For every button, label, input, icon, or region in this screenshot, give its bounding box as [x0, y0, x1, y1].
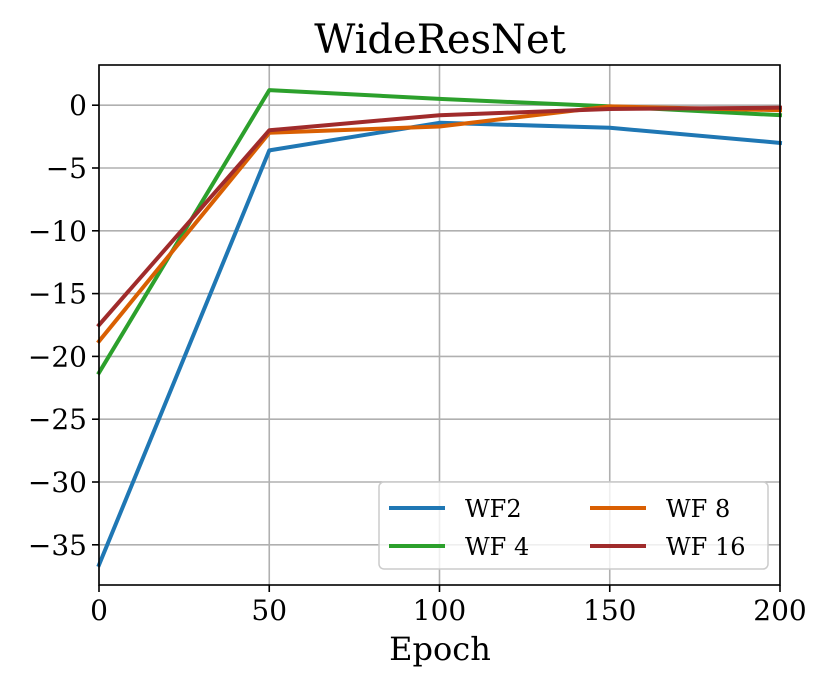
plot-series	[96, 88, 783, 568]
x-tick-label: 0	[90, 594, 108, 627]
x-tick-label: 100	[413, 594, 466, 627]
series-line-4	[96, 105, 783, 328]
y-tick-label: −5	[46, 152, 87, 185]
y-tick-label: −35	[28, 529, 87, 562]
y-tick-label: −15	[28, 278, 87, 311]
legend-entry: WF 16	[590, 533, 746, 561]
legend-box	[378, 481, 769, 570]
x-tick-label: 50	[251, 594, 287, 627]
y-tick-label: −30	[28, 466, 87, 499]
legend-entry: WF 4	[389, 533, 529, 561]
legend-label: WF 8	[666, 495, 730, 523]
y-tick-label: 0	[69, 89, 87, 122]
legend-entry: WF2	[389, 495, 522, 523]
series-line-1	[96, 120, 783, 568]
legend: WF2 WF 4 WF 8 WF 16	[378, 481, 769, 570]
x-axis-label: Epoch	[389, 630, 491, 668]
legend-label: WF2	[465, 495, 522, 523]
y-axis: 0 −5 −10 −15 −20 −25 −30 −35	[28, 89, 99, 562]
y-tick-label: −20	[28, 340, 87, 373]
x-axis: 0 50 100 150 200	[90, 585, 807, 627]
legend-label: WF 4	[465, 533, 529, 561]
legend-entry: WF 8	[590, 495, 730, 523]
chart-title: WideResNet	[314, 17, 566, 63]
x-tick-label: 200	[753, 594, 806, 627]
x-tick-label: 150	[583, 594, 636, 627]
y-tick-label: −10	[28, 215, 87, 248]
y-tick-label: −25	[28, 403, 87, 436]
legend-label: WF 16	[666, 533, 746, 561]
